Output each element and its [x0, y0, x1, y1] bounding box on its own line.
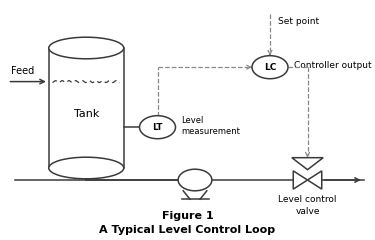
Text: Controller output: Controller output — [294, 61, 371, 71]
Polygon shape — [292, 158, 323, 170]
Text: Figure 1: Figure 1 — [162, 211, 213, 221]
Text: Level
measurement: Level measurement — [181, 116, 240, 136]
Text: Level control
valve: Level control valve — [278, 195, 337, 216]
Text: A Typical Level Control Loop: A Typical Level Control Loop — [99, 225, 276, 235]
Polygon shape — [293, 171, 308, 189]
Text: LT: LT — [152, 123, 163, 132]
Text: Tank: Tank — [74, 109, 99, 119]
Text: Feed: Feed — [11, 66, 34, 76]
Text: LC: LC — [264, 63, 276, 72]
Ellipse shape — [49, 37, 124, 59]
Circle shape — [252, 56, 288, 79]
Circle shape — [140, 116, 176, 139]
Polygon shape — [308, 171, 322, 189]
Ellipse shape — [49, 157, 124, 179]
Text: Set point: Set point — [278, 17, 319, 26]
Circle shape — [178, 169, 212, 191]
Bar — [49, 48, 124, 168]
